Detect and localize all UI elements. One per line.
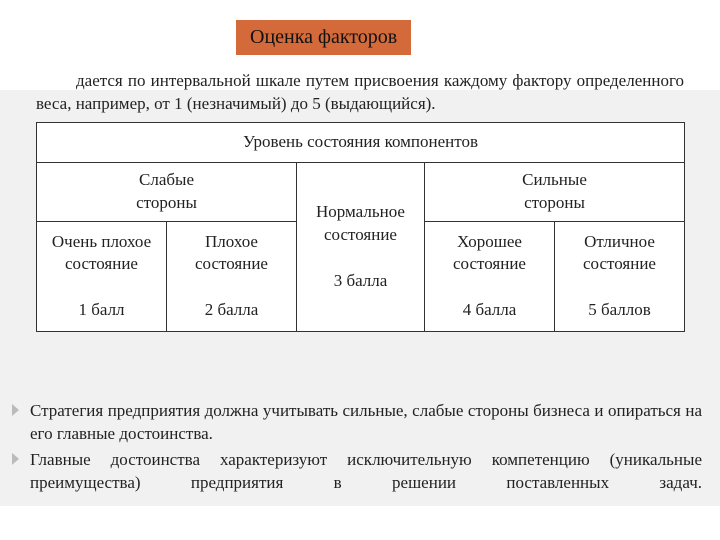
group-normal-l1: Нормальное [301, 201, 420, 224]
cell-4-l1: Хорошее [429, 231, 550, 254]
cell-1-l1: Очень плохое [41, 231, 162, 254]
cell-5-l1: Отличное [559, 231, 680, 254]
cell-2: Плохое состояние 2 балла [167, 221, 297, 331]
slide: Оценка факторов дается по интервальной ш… [0, 0, 720, 540]
cell-4-l2: состояние [429, 253, 550, 276]
cell-2-score: 2 балла [171, 299, 292, 322]
cell-1-l2: состояние [41, 253, 162, 276]
cell-5-l2: состояние [559, 253, 680, 276]
rating-table: Уровень состояния компонентов Слабые сто… [36, 122, 685, 332]
cell-2-spacer [171, 276, 292, 299]
title-badge: Оценка факторов [236, 20, 411, 55]
cell-1-score: 1 балл [41, 299, 162, 322]
cell-4-score: 4 балла [429, 299, 550, 322]
cell-4: Хорошее состояние 4 балла [425, 221, 555, 331]
cell-1-spacer [41, 276, 162, 299]
group-normal-spacer [301, 247, 420, 270]
cell-5-spacer [559, 276, 680, 299]
cell-2-l2: состояние [171, 253, 292, 276]
intro-paragraph: дается по интервальной шкале путем присв… [36, 70, 684, 116]
bullet-list: Стратегия предприятия должна учитывать с… [12, 400, 702, 498]
bullet-1: Стратегия предприятия должна учитывать с… [12, 400, 702, 446]
cell-5-score: 5 баллов [559, 299, 680, 322]
group-normal: Нормальное состояние 3 балла [297, 163, 425, 332]
cell-4-spacer [429, 276, 550, 299]
group-weak-l1: Слабые [41, 169, 292, 192]
cell-1: Очень плохое состояние 1 балл [37, 221, 167, 331]
group-strong: Сильные стороны [425, 163, 685, 222]
group-strong-l2: стороны [429, 192, 680, 215]
group-weak: Слабые стороны [37, 163, 297, 222]
table-header: Уровень состояния компонентов [37, 123, 685, 163]
group-normal-l2: состояние [301, 224, 420, 247]
group-strong-l1: Сильные [429, 169, 680, 192]
group-normal-score: 3 балла [301, 270, 420, 293]
group-weak-l2: стороны [41, 192, 292, 215]
cell-2-l1: Плохое [171, 231, 292, 254]
bullet-2: Главные достоинства характеризуют исключ… [12, 449, 702, 495]
cell-5: Отличное состояние 5 баллов [555, 221, 685, 331]
